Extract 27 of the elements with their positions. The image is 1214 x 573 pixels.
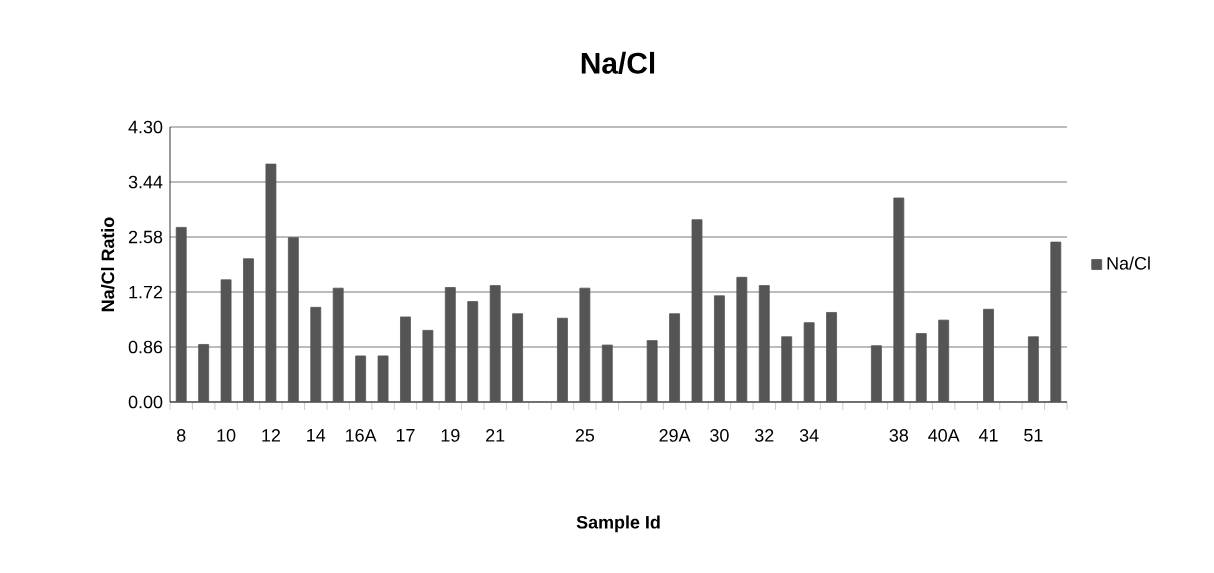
- y-tick-label: 1.72: [129, 285, 163, 299]
- x-tick-label: 41: [978, 429, 998, 442]
- x-tick-label: 38: [889, 429, 909, 442]
- x-tick-label: 12: [262, 429, 280, 442]
- chart-title: Na/Cl: [581, 51, 655, 75]
- x-tick-label: 32: [754, 429, 774, 442]
- x-tick-label: 10: [217, 429, 236, 442]
- y-tick-label: 0.86: [128, 340, 163, 354]
- y-tick-label: 2.58: [128, 230, 163, 244]
- y-tick-label: 0.00: [128, 395, 163, 409]
- x-tick-label: 34: [799, 429, 819, 442]
- x-tick-label: 51: [1024, 429, 1043, 442]
- x-tick-label: 25: [575, 429, 595, 442]
- x-tick-label: 40A: [928, 429, 960, 442]
- x-tick-label: 14: [307, 429, 326, 442]
- x-axis-title: Sample Id: [576, 515, 660, 533]
- legend-label: Na/Cl: [1107, 256, 1150, 270]
- x-tick-label: 21: [486, 429, 505, 442]
- x-tick-label: 17: [396, 429, 415, 442]
- x-tick-label: 16A: [346, 429, 377, 442]
- y-tick-label: 3.44: [128, 175, 163, 189]
- x-tick-label: 19: [441, 429, 460, 442]
- x-tick-label: 8: [177, 429, 186, 442]
- x-tick-label: 30: [710, 429, 729, 442]
- x-tick-label: 29A: [659, 429, 691, 442]
- y-tick-label: 4.30: [128, 120, 163, 134]
- y-axis-title: Na/Cl Ratio: [101, 217, 115, 312]
